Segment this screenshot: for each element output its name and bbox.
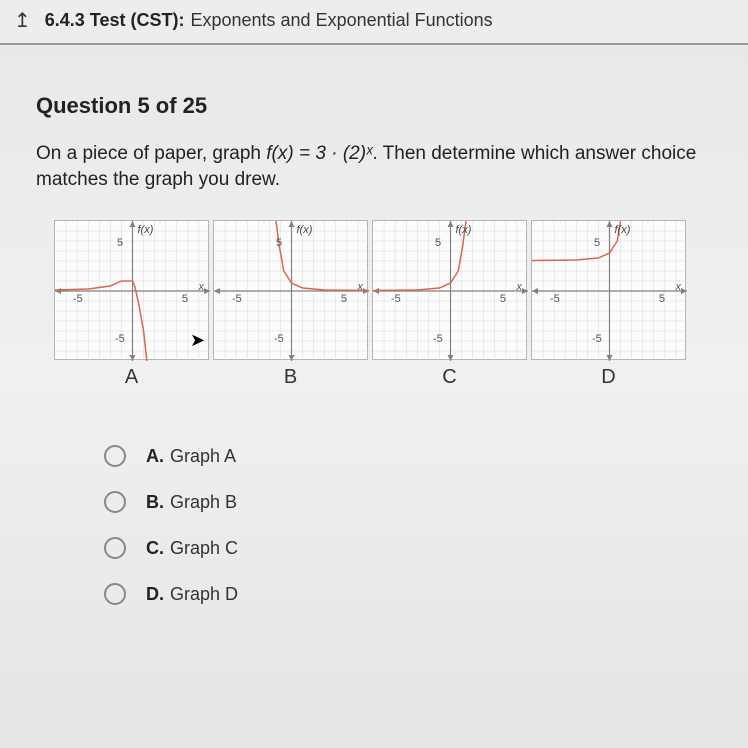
graph-panel: f(x) x -5 5 5 -5 C xyxy=(372,220,527,389)
graph-panel: f(x) x -5 5 5 -5 A xyxy=(54,220,209,389)
graph-x-label: x xyxy=(676,281,682,293)
header-section: 6.4.3 Test (CST): xyxy=(45,10,185,31)
axis-tick-neg-x: -5 xyxy=(232,293,242,305)
page-header: ↥ 6.4.3 Test (CST): Exponents and Expone… xyxy=(0,0,748,45)
axis-tick-neg-y: -5 xyxy=(274,333,284,345)
axis-tick-neg-y: -5 xyxy=(115,333,125,345)
header-topic: Exponents and Exponential Functions xyxy=(190,10,492,31)
radio-icon[interactable] xyxy=(104,445,126,467)
axis-tick-pos-y: 5 xyxy=(276,237,282,249)
answer-letter: D. xyxy=(146,584,164,605)
graph-x-label: x xyxy=(199,281,205,293)
question-prompt: On a piece of paper, graph f(x) = 3 · (2… xyxy=(36,141,712,192)
graph-x-label: x xyxy=(517,281,523,293)
axis-tick-pos-x: 5 xyxy=(341,293,347,305)
graph-box: f(x) x -5 5 5 -5 xyxy=(213,220,368,360)
graph-panel: f(x) x -5 5 5 -5 B xyxy=(213,220,368,389)
graph-letter: B xyxy=(213,366,368,389)
content-area: Question 5 of 25 On a piece of paper, gr… xyxy=(0,45,748,649)
graph-box: f(x) x -5 5 5 -5 xyxy=(372,220,527,360)
answer-option[interactable]: C. Graph C xyxy=(104,537,712,559)
graph-letter: A xyxy=(54,366,209,389)
axis-tick-pos-x: 5 xyxy=(182,293,188,305)
answer-option[interactable]: D. Graph D xyxy=(104,583,712,605)
axis-tick-neg-x: -5 xyxy=(391,293,401,305)
graph-letter: D xyxy=(531,366,686,389)
answer-option[interactable]: A. Graph A xyxy=(104,445,712,467)
answer-text: Graph A xyxy=(170,446,236,467)
question-text-before: On a piece of paper, graph xyxy=(36,143,266,164)
graph-y-label: f(x) xyxy=(138,224,154,236)
question-formula: f(x) = 3 · (2)ˣ xyxy=(266,143,372,164)
answer-text: Graph B xyxy=(170,492,237,513)
graph-box: f(x) x -5 5 5 -5 xyxy=(531,220,686,360)
axis-tick-pos-y: 5 xyxy=(117,237,123,249)
axis-tick-neg-y: -5 xyxy=(433,333,443,345)
answer-text: Graph C xyxy=(170,538,238,559)
answer-letter: C. xyxy=(146,538,164,559)
axis-tick-neg-y: -5 xyxy=(592,333,602,345)
question-number: Question 5 of 25 xyxy=(36,93,712,119)
axis-tick-pos-y: 5 xyxy=(594,237,600,249)
graph-panel: f(x) x -5 5 5 -5 D xyxy=(531,220,686,389)
graph-y-label: f(x) xyxy=(297,224,313,236)
answer-text: Graph D xyxy=(170,584,238,605)
graphs-row: f(x) x -5 5 5 -5 A f(x) x -5 5 5 -5 xyxy=(54,220,712,389)
graph-letter: C xyxy=(372,366,527,389)
answer-choices: A. Graph A B. Graph B C. Graph C D. Grap… xyxy=(104,445,712,605)
axis-tick-pos-x: 5 xyxy=(659,293,665,305)
radio-icon[interactable] xyxy=(104,583,126,605)
answer-option[interactable]: B. Graph B xyxy=(104,491,712,513)
graph-y-label: f(x) xyxy=(456,224,472,236)
answer-letter: A. xyxy=(146,446,164,467)
radio-icon[interactable] xyxy=(104,491,126,513)
axis-tick-pos-x: 5 xyxy=(500,293,506,305)
axis-tick-neg-x: -5 xyxy=(550,293,560,305)
axis-tick-neg-x: -5 xyxy=(73,293,83,305)
answer-letter: B. xyxy=(146,492,164,513)
back-arrow-icon[interactable]: ↥ xyxy=(14,8,31,33)
axis-tick-pos-y: 5 xyxy=(435,237,441,249)
graph-y-label: f(x) xyxy=(615,224,631,236)
graph-box: f(x) x -5 5 5 -5 xyxy=(54,220,209,360)
radio-icon[interactable] xyxy=(104,537,126,559)
graph-x-label: x xyxy=(358,281,364,293)
